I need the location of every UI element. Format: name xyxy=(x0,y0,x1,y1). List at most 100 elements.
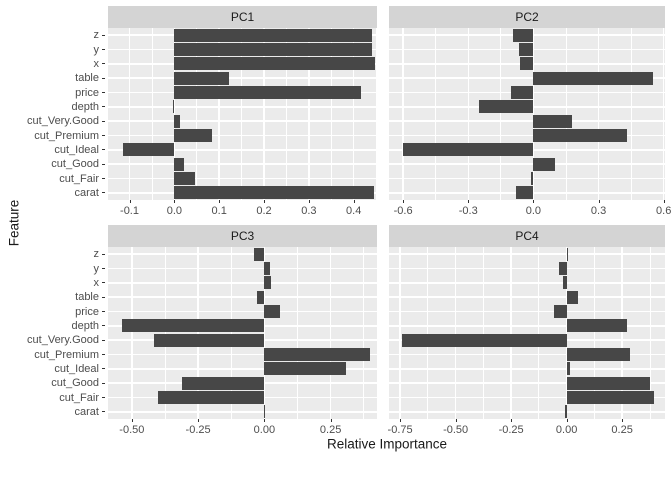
bar-pc4-cut_Very.Good xyxy=(402,333,567,347)
x-axis-tick xyxy=(353,200,355,203)
gridline-vertical-minor xyxy=(500,28,502,200)
bar-pc3-cut_Ideal xyxy=(264,362,346,376)
y-axis-tick xyxy=(102,368,105,370)
gridline-vertical-minor xyxy=(427,247,429,419)
bar-pc1-carat xyxy=(174,186,375,200)
facet-strip-pc4: PC4 xyxy=(389,225,665,247)
gridline-vertical-major xyxy=(352,28,355,200)
x-tick-label: -0.25 xyxy=(185,424,211,436)
x-tick-label: 0.3 xyxy=(301,205,317,217)
gridline-vertical-major xyxy=(532,28,535,200)
gridline-horizontal xyxy=(108,177,377,180)
gridline-vertical-major xyxy=(308,28,310,200)
gridline-vertical-minor xyxy=(435,28,437,200)
x-axis-tick xyxy=(533,200,535,203)
y-label-carat: carat xyxy=(74,186,99,199)
gridline-vertical-major xyxy=(510,247,512,419)
bar-pc4-carat xyxy=(564,405,567,419)
gridline-vertical-major xyxy=(621,247,623,419)
bar-pc2-cut_Premium xyxy=(533,129,627,142)
gridline-horizontal xyxy=(389,296,665,298)
gridline-vertical-minor xyxy=(363,247,365,419)
x-tick-label: 0.4 xyxy=(346,205,362,217)
y-label-cut_Ideal: cut_Ideal xyxy=(54,362,99,375)
y-label-price: price xyxy=(75,305,99,318)
gridline-horizontal xyxy=(108,149,377,151)
x-axis-tick xyxy=(219,200,221,203)
gridline-horizontal xyxy=(389,411,665,413)
x-axis-tick xyxy=(308,200,310,203)
x-axis-tick xyxy=(622,419,624,422)
bar-pc1-z xyxy=(174,28,372,42)
x-tick-label: 0.1 xyxy=(211,205,227,217)
y-axis-tick xyxy=(102,397,105,398)
x-axis-tick xyxy=(174,200,176,203)
gridline-horizontal xyxy=(389,77,665,79)
gridline-vertical-major xyxy=(263,247,266,419)
bar-pc3-table xyxy=(257,290,265,304)
x-tick-label: 0.0 xyxy=(525,205,542,217)
bar-pc2-cut_Good xyxy=(533,157,555,171)
gridline-vertical-major xyxy=(131,247,133,419)
bar-pc1-cut_Fair xyxy=(174,172,195,185)
y-axis-tick xyxy=(102,354,105,355)
y-axis-tick xyxy=(102,411,105,413)
bar-pc2-cut_Very.Good xyxy=(533,114,572,128)
bar-pc3-price xyxy=(264,305,281,318)
y-label-y: y xyxy=(93,262,100,275)
x-tick-label: 0.3 xyxy=(590,205,607,217)
x-axis-title: Relative Importance xyxy=(326,436,448,452)
gridline-vertical-minor xyxy=(630,28,632,200)
bar-pc4-cut_Fair xyxy=(566,391,654,404)
y-axis-tick xyxy=(102,282,105,284)
x-tick-label: 0.2 xyxy=(256,205,272,217)
gridline-horizontal xyxy=(108,310,377,313)
y-label-cut_Very.Good: cut_Very.Good xyxy=(27,115,99,128)
bar-pc1-price xyxy=(174,86,362,99)
x-axis-tick xyxy=(511,419,513,422)
gridline-vertical-major xyxy=(467,28,469,200)
x-axis-tick xyxy=(663,200,665,203)
bar-pc4-y xyxy=(558,262,567,275)
y-label-cut_Very.Good: cut_Very.Good xyxy=(27,334,99,347)
gridline-horizontal xyxy=(389,368,665,370)
x-tick-label: -0.3 xyxy=(458,205,478,217)
y-label-z: z xyxy=(93,248,100,261)
plot-panel-pc4 xyxy=(389,247,665,419)
x-axis-tick xyxy=(198,419,200,422)
bar-pc4-table xyxy=(566,290,579,304)
x-tick-label: -0.75 xyxy=(387,424,413,436)
bar-pc3-z xyxy=(254,247,265,261)
facet-strip-pc3: PC3 xyxy=(108,225,377,247)
gridline-vertical-minor xyxy=(241,28,242,200)
gridline-horizontal xyxy=(389,396,665,399)
gridline-horizontal xyxy=(389,120,665,122)
bar-pc3-cut_Fair xyxy=(158,391,265,404)
bar-pc4-cut_Premium xyxy=(566,348,630,361)
x-tick-label: 0.00 xyxy=(555,424,578,436)
y-label-cut_Good: cut_Good xyxy=(51,377,99,390)
gridline-horizontal xyxy=(108,120,377,122)
gridline-horizontal xyxy=(108,163,377,165)
x-axis-tick xyxy=(131,419,133,422)
x-tick-label: -0.6 xyxy=(393,205,413,217)
bar-pc3-x xyxy=(264,276,272,290)
bar-pc4-z xyxy=(566,247,568,261)
x-axis-tick xyxy=(400,419,402,422)
bar-pc3-carat xyxy=(264,405,266,419)
gridline-vertical-major xyxy=(263,28,265,200)
gridline-vertical-minor xyxy=(230,247,232,419)
x-axis-tick xyxy=(264,200,266,203)
x-axis-tick xyxy=(403,200,405,203)
y-label-table: table xyxy=(75,72,99,85)
bar-pc1-cut_Very.Good xyxy=(174,114,180,128)
gridline-vertical-minor xyxy=(593,247,595,419)
gridline-horizontal xyxy=(108,253,377,255)
x-axis-tick xyxy=(598,200,600,203)
gridline-horizontal xyxy=(108,368,377,370)
gridline-horizontal xyxy=(389,382,665,384)
y-axis-title: Feature xyxy=(6,199,22,247)
gridline-horizontal xyxy=(389,353,665,356)
bar-pc2-z xyxy=(512,28,534,42)
